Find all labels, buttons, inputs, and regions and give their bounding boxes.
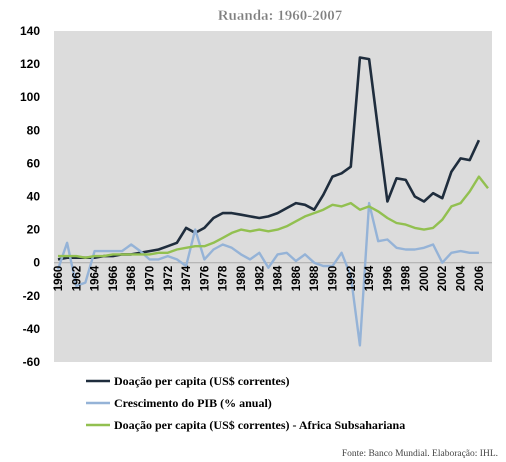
y-axis-ticks: -60 -40 -20 0 20 40 60 80 100 120 140: [20, 24, 40, 369]
series-lines: [56, 56, 489, 347]
x-tick-label: 2004: [456, 265, 468, 291]
series-line-3: [58, 175, 489, 259]
y-tick-label: 40: [27, 190, 41, 204]
x-tick-label: 2002: [437, 266, 449, 292]
y-tick-label: -20: [23, 289, 41, 303]
y-tick-label: 120: [20, 57, 40, 71]
x-tick-label: 1976: [199, 266, 211, 292]
x-tick-label: 1972: [163, 266, 175, 292]
x-tick-label: 1966: [108, 266, 120, 292]
x-tick-label: 1962: [71, 266, 83, 292]
y-tick-label: 0: [33, 256, 40, 270]
x-tick-label: 1990: [327, 266, 339, 292]
y-tick-label: 20: [27, 223, 41, 237]
x-tick-label: 1994: [364, 265, 376, 291]
x-tick-label: 2006: [474, 266, 486, 292]
x-tick-label: 1964: [90, 265, 102, 291]
series-line-2: [56, 201, 479, 347]
y-tick-label: -60: [23, 355, 41, 369]
x-tick-label: 1998: [401, 265, 413, 291]
x-tick-label: 1974: [181, 265, 193, 291]
x-tick-label: 1960: [53, 266, 65, 292]
y-tick-label: -40: [23, 322, 41, 336]
x-axis-ticks: 1960 1962 1964 1966 1968 1970 1972 1974 1976 1978…: [53, 265, 486, 291]
x-tick-label: 1996: [382, 266, 394, 292]
legend-label-3: Doação per capita (US$ correntes) - Afri…: [114, 418, 405, 432]
x-tick-label: 1970: [144, 266, 156, 292]
plot-area: [54, 31, 492, 362]
x-tick-label: 1988: [309, 265, 321, 291]
legend-label-2: Crescimento do PIB (% anual): [114, 396, 272, 410]
x-tick-label: 2000: [419, 266, 431, 292]
x-tick-label: 1984: [273, 265, 285, 291]
y-tick-label: 140: [20, 24, 40, 38]
x-tick-label: 1986: [291, 266, 303, 292]
x-tick-label: 1980: [236, 266, 248, 292]
legend: Doação per capita (US$ correntes) Crescim…: [86, 374, 405, 432]
x-tick-label: 1968: [126, 265, 138, 291]
chart-title: Ruanda: 1960-2007: [218, 8, 343, 24]
source-note: Fonte: Banco Mundial. Elaboração: IHL.: [342, 449, 498, 459]
legend-label-1: Doação per capita (US$ correntes): [114, 374, 290, 388]
x-tick-label: 1978: [218, 265, 230, 291]
x-tick-label: 1982: [254, 266, 266, 292]
x-tick-label: 1992: [346, 266, 358, 292]
y-tick-label: 100: [20, 90, 40, 104]
y-tick-label: 60: [27, 156, 41, 170]
y-tick-label: 80: [27, 123, 41, 137]
